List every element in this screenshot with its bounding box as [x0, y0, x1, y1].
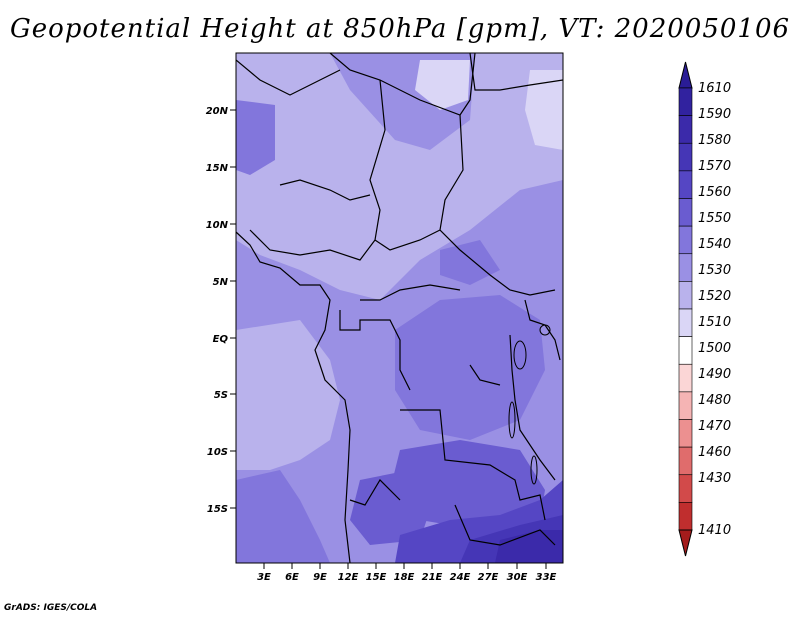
lon-label: 12E	[338, 572, 359, 583]
lat-label: 15S	[207, 504, 228, 515]
lon-label: 3E	[257, 572, 271, 583]
colorbar-segment	[678, 474, 693, 503]
colorbar-label: 1480	[698, 393, 731, 408]
colorbar-segment	[678, 391, 693, 420]
lat-label: 5N	[213, 277, 229, 288]
lat-label: 20N	[206, 106, 229, 117]
lon-label: 24E	[450, 572, 471, 583]
map-title: Geopotential Height at 850hPa [gpm], VT:…	[9, 14, 791, 44]
colorbar-label: 1470	[698, 419, 731, 434]
lon-label: 6E	[285, 572, 299, 583]
colorbar-bottom-arrow	[678, 529, 693, 557]
lat-label: 5S	[214, 390, 228, 401]
lon-label: 18E	[394, 572, 415, 583]
lon-label: 21E	[422, 572, 443, 583]
colorbar-label: 1510	[698, 315, 731, 330]
colorbar-segment	[678, 142, 693, 172]
lon-label: 27E	[478, 572, 499, 583]
lon-label: 33E	[536, 572, 557, 583]
colorbar-label: 1570	[698, 159, 731, 174]
colorbar-label: 1530	[698, 263, 731, 278]
colorbar-label: 1540	[698, 237, 731, 252]
colorbar-label: 1460	[698, 445, 731, 460]
colorbar-segment	[678, 308, 693, 337]
lon-label: 9E	[313, 572, 327, 583]
colorbar: 1610 1590 1580 1570 1560 1550 1540 1530 …	[678, 61, 731, 557]
lat-label: 10N	[206, 220, 229, 231]
colorbar-segment	[678, 87, 693, 116]
colorbar-segment	[678, 502, 693, 531]
colorbar-top-arrow	[678, 61, 693, 89]
longitude-axis: 3E 6E 9E 12E 15E 18E 21E 24E 27E 30E 33E	[257, 563, 557, 583]
colorbar-segment	[678, 336, 693, 365]
colorbar-segment	[678, 446, 693, 476]
colorbar-label: 1560	[698, 185, 731, 200]
colorbar-label: 1410	[698, 523, 731, 538]
latitude-axis: 20N 15N 10N 5N EQ 5S 10S 15S	[206, 106, 236, 515]
lat-label: 15N	[206, 163, 229, 174]
colorbar-segment	[678, 253, 693, 282]
colorbar-label: 1500	[698, 341, 731, 356]
lon-label: 15E	[366, 572, 387, 583]
colorbar-label: 1520	[698, 289, 731, 304]
lat-label: EQ	[213, 334, 229, 345]
lat-label: 10S	[207, 447, 228, 458]
colorbar-label: 1550	[698, 211, 731, 226]
colorbar-label: 1430	[698, 471, 731, 486]
colorbar-label: 1590	[698, 107, 731, 122]
colorbar-segment	[678, 225, 693, 255]
colorbar-segment	[678, 198, 693, 227]
colorbar-segment	[678, 281, 693, 310]
lon-label: 30E	[507, 572, 528, 583]
colorbar-label: 1490	[698, 367, 731, 382]
colorbar-segment	[678, 170, 693, 199]
colorbar-segment	[678, 115, 693, 144]
colorbar-segment	[678, 419, 693, 448]
colorbar-label: 1610	[698, 81, 731, 96]
credit-label: GrADS: IGES/COLA	[4, 603, 98, 613]
height-field	[236, 53, 563, 563]
colorbar-segment	[678, 363, 693, 393]
colorbar-label: 1580	[698, 133, 731, 148]
